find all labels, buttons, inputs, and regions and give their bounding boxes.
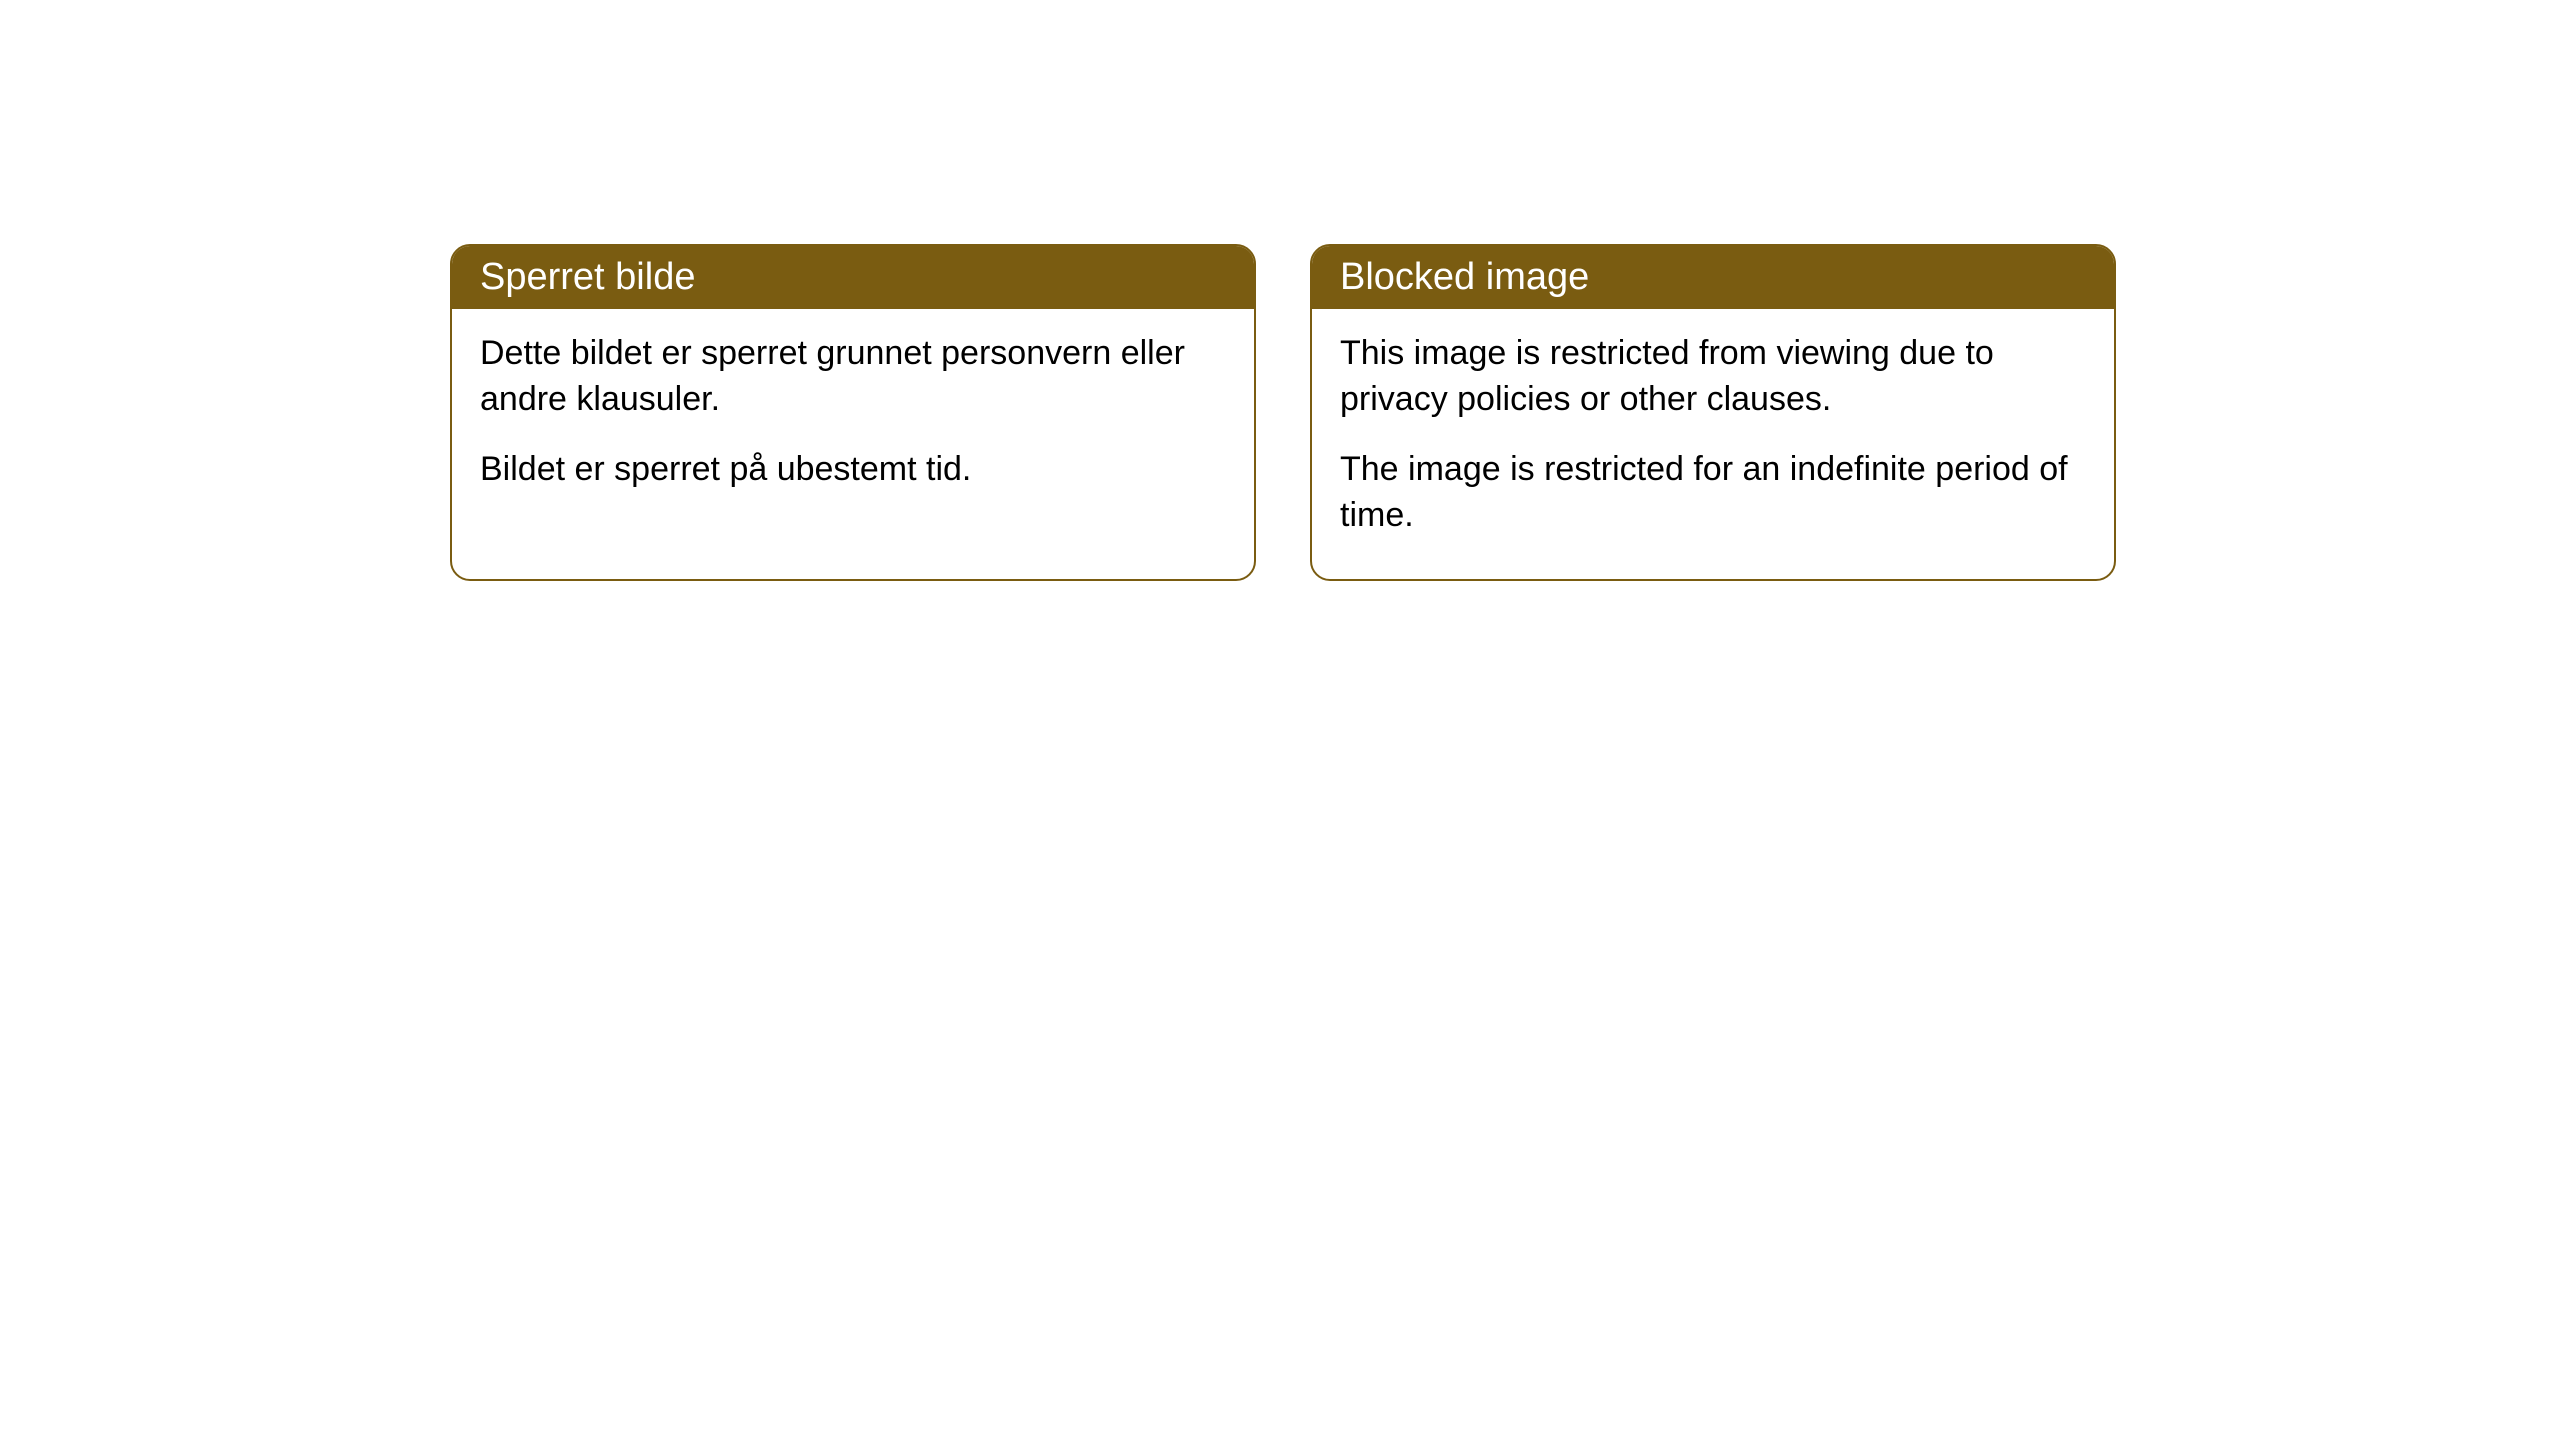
card-body-english: This image is restricted from viewing du… (1312, 309, 2114, 579)
notice-card-norwegian: Sperret bilde Dette bildet er sperret gr… (450, 244, 1256, 581)
card-title-english: Blocked image (1340, 256, 1589, 298)
card-paragraph: This image is restricted from viewing du… (1340, 331, 2086, 423)
card-paragraph: Dette bildet er sperret grunnet personve… (480, 331, 1226, 423)
card-body-norwegian: Dette bildet er sperret grunnet personve… (452, 309, 1254, 533)
notice-cards-container: Sperret bilde Dette bildet er sperret gr… (450, 244, 2116, 581)
notice-card-english: Blocked image This image is restricted f… (1310, 244, 2116, 581)
card-header-english: Blocked image (1312, 246, 2114, 309)
card-header-norwegian: Sperret bilde (452, 246, 1254, 309)
card-title-norwegian: Sperret bilde (480, 256, 695, 298)
card-paragraph: The image is restricted for an indefinit… (1340, 447, 2086, 539)
card-paragraph: Bildet er sperret på ubestemt tid. (480, 447, 1226, 493)
